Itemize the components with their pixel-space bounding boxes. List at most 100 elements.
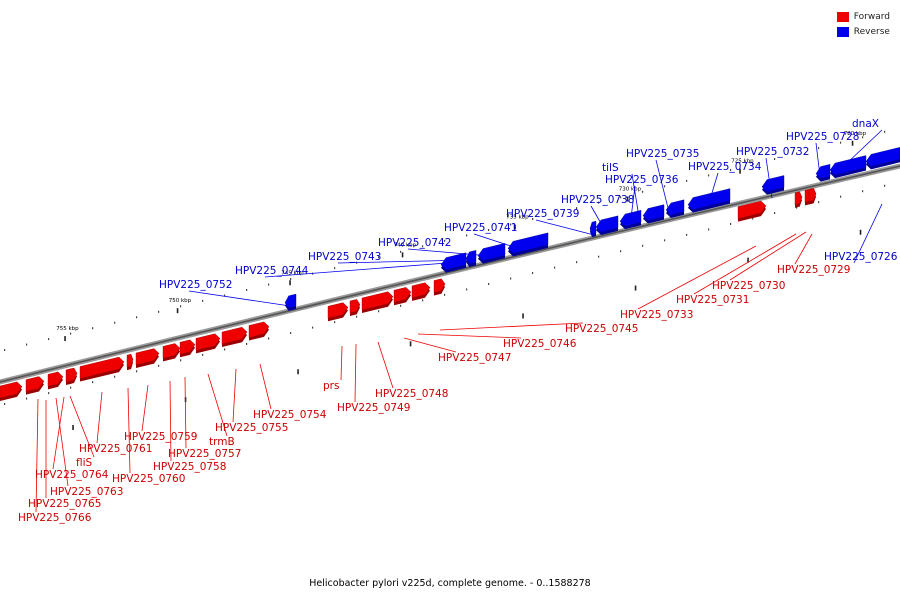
gene-label: HPV225_0764 [35, 469, 109, 481]
gene-arrow [829, 155, 867, 176]
gene-label: HPV225_0742 [378, 237, 451, 249]
minor-tick [48, 338, 50, 341]
minor-tick [70, 386, 72, 389]
gene-label-leader [729, 231, 807, 281]
genome-caption: Helicobacter pylori v225d, complete geno… [309, 578, 591, 589]
gene-label-leader [707, 172, 719, 207]
minor-tick [136, 370, 138, 373]
gene-label: HPV225_0735 [626, 148, 699, 160]
gene-label-leader [655, 159, 671, 217]
gene-label-leader [765, 157, 773, 199]
minor-tick [752, 163, 754, 166]
major-tick [739, 168, 741, 174]
minor-tick [686, 233, 688, 236]
gene-label-leader [417, 333, 522, 339]
gene-arrow [393, 287, 412, 303]
minor-tick [334, 267, 336, 270]
minor-tick [488, 228, 490, 231]
minor-tick [268, 337, 270, 340]
gene-arrow [25, 376, 45, 392]
minor-tick [774, 158, 776, 161]
minor-tick [554, 212, 556, 215]
gene-arrow [595, 215, 619, 233]
scale-tick-label: 720 kbp [844, 131, 867, 137]
gene-label-leader [184, 376, 187, 449]
major-tick-inner [522, 313, 524, 319]
gene-label-leader [590, 205, 607, 233]
minor-tick [290, 332, 292, 335]
major-tick [514, 224, 516, 230]
minor-tick [224, 294, 226, 297]
minor-tick [312, 326, 314, 329]
gene-label: HPV225_0752 [159, 279, 232, 291]
legend-forward: Forward [836, 9, 890, 24]
gene-label-leader [629, 185, 636, 227]
minor-tick [818, 147, 820, 150]
minor-tick [444, 239, 446, 242]
gene-arrow [179, 339, 196, 355]
gene-label-leader [264, 261, 461, 278]
major-tick [289, 280, 291, 286]
minor-tick [620, 250, 622, 253]
gene-label-leader [35, 398, 39, 513]
gene-label: HPV225_0749 [337, 402, 410, 414]
minor-tick [884, 184, 886, 187]
gene-label: HPV225_0734 [688, 161, 762, 173]
major-tick-inner [297, 369, 299, 375]
minor-tick [246, 288, 248, 291]
gene-label-leader [207, 373, 228, 437]
minor-tick [158, 310, 160, 313]
gene-arrow [79, 356, 125, 379]
minor-tick [290, 278, 292, 281]
gene-arrow [135, 348, 160, 366]
gene-label-leader [337, 259, 471, 264]
minor-tick [774, 212, 776, 215]
gene-arrow [761, 175, 785, 192]
minor-tick [400, 250, 402, 253]
gene-label: dnaX [852, 118, 879, 130]
gene-label: fliS [76, 457, 93, 469]
gene-arrow [248, 321, 270, 338]
minor-tick [114, 375, 116, 378]
gene-arrow [665, 199, 685, 216]
minor-tick [466, 234, 468, 237]
gene-label-leader [853, 203, 883, 264]
major-tick [64, 336, 66, 342]
minor-tick [378, 310, 380, 313]
gene-arrow [433, 278, 446, 293]
gene-label: HPV225_0745 [565, 323, 638, 335]
major-tick-inner [72, 425, 74, 431]
gene-label: HPV225_0726 [824, 251, 898, 263]
gene-label-leader [259, 363, 272, 410]
gene-label-leader [354, 343, 357, 403]
gene-arrow [0, 381, 23, 399]
gene-label-leader [127, 387, 131, 474]
minor-tick [4, 403, 6, 406]
major-tick-inner [747, 257, 749, 263]
minor-tick [92, 327, 94, 330]
minor-tick [576, 261, 578, 264]
minor-tick [752, 217, 754, 220]
gene-arrow [195, 333, 221, 351]
minor-tick [686, 179, 688, 182]
gene-label: HPV225_0759 [124, 431, 197, 443]
major-tick [401, 252, 404, 258]
major-tick-inner [634, 285, 637, 291]
major-tick-inner [409, 341, 412, 347]
minor-tick [422, 299, 424, 302]
gene-label: HPV225_0760 [112, 473, 185, 485]
gene-label: HPV225_0766 [18, 512, 92, 524]
minor-tick [4, 349, 6, 352]
gene-label: HPV225_0765 [28, 498, 101, 510]
minor-tick [840, 195, 842, 198]
gene-label-leader [535, 219, 595, 236]
minor-tick [246, 342, 248, 345]
legend-reverse-label: Reverse [853, 26, 890, 37]
gene-label: HPV225_0758 [153, 461, 226, 473]
gene-arrow [687, 188, 731, 210]
minor-tick [730, 168, 732, 171]
gene-arrow [67, 367, 78, 382]
gene-arrow [794, 191, 803, 206]
minor-tick [708, 228, 710, 231]
gene-label: HPV225_0733 [620, 309, 693, 321]
